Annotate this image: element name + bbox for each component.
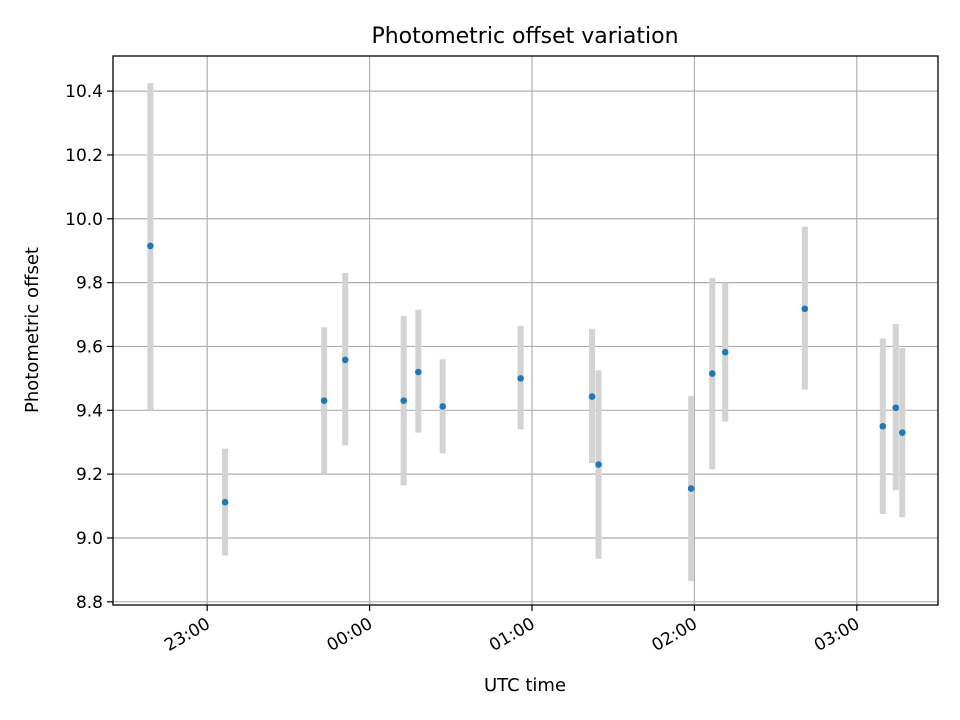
data-point (687, 485, 695, 492)
y-tick-label: 9.6 (76, 337, 103, 357)
grid-layer (113, 56, 938, 605)
data-point (147, 242, 154, 250)
data-point (595, 461, 602, 468)
data-point (320, 397, 328, 405)
point-layer (147, 242, 906, 506)
y-tick-label: 8.8 (76, 593, 103, 613)
data-point (801, 305, 809, 313)
y-tick-label: 9.8 (76, 274, 103, 294)
y-tick-label: 9.2 (76, 465, 103, 485)
plot-frame (112, 55, 939, 606)
chart-title: Photometric offset variation (371, 24, 678, 49)
data-point (721, 348, 729, 356)
y-tick-label: 10.2 (65, 146, 103, 166)
data-point (439, 403, 446, 410)
data-point (879, 422, 887, 430)
y-tick-label: 9.4 (76, 401, 103, 421)
y-tick-label: 10.0 (65, 210, 103, 230)
data-point (708, 370, 716, 377)
data-point (588, 393, 596, 400)
y-tick-label: 9.0 (76, 529, 103, 549)
data-point (898, 429, 906, 436)
data-point (341, 356, 349, 364)
data-point (400, 397, 407, 405)
data-point (221, 498, 229, 506)
data-point (517, 375, 524, 382)
x-axis-label: UTC time (484, 675, 566, 696)
data-point (892, 404, 900, 412)
data-point (415, 368, 422, 376)
y-tick-label: 10.4 (65, 82, 103, 102)
y-axis-label: Photometric offset (22, 247, 43, 413)
